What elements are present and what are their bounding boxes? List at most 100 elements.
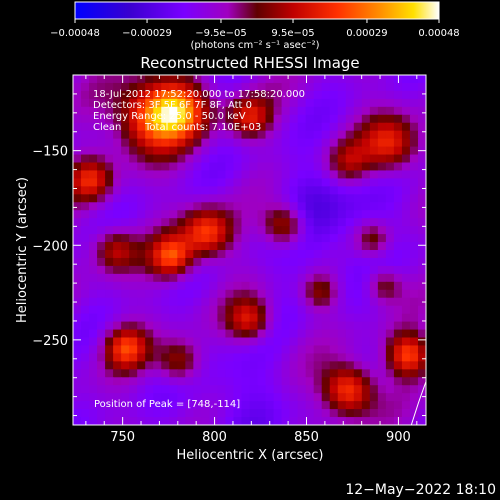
heatmap-cell [185,154,194,164]
heatmap-cell [153,409,162,418]
heatmap-cell [385,170,395,179]
heatmap-cell [393,114,403,124]
heatmap-cell [137,401,146,410]
heatmap-cell [265,130,275,140]
heatmap-cell [281,409,291,418]
heatmap-cell [153,162,162,172]
heatmap-cell [289,218,299,227]
heatmap-cell [201,401,210,410]
heatmap-cell [393,194,403,203]
heatmap-cell [217,210,227,219]
heatmap-cell [161,122,170,132]
heatmap-cell [369,265,379,275]
heatmap-cell [145,106,154,116]
heatmap-cell [193,75,202,84]
heatmap-cell [81,329,90,339]
heatmap-cell [185,90,194,100]
heatmap-cell [185,401,194,410]
heatmap-cell [145,417,154,425]
heatmap-cell [193,273,202,283]
heatmap-cell [209,273,219,283]
heatmap-cell [265,313,275,323]
heatmap-cell [273,393,283,402]
heatmap-cell [385,281,395,291]
heatmap-cell [81,114,90,124]
heatmap-cell [89,122,98,132]
heatmap-cell [265,234,275,243]
heatmap-cell [265,393,275,402]
heatmap-cell [249,194,259,203]
heatmap-cell [377,265,387,275]
heatmap-cell [73,242,82,251]
heatmap-cell [121,289,130,299]
heatmap-cell [369,146,379,156]
heatmap-cell [305,186,315,195]
heatmap-cell [337,417,347,425]
heatmap-cell [297,257,307,267]
heatmap-cell [353,178,363,187]
heatmap-cell [393,98,403,108]
heatmap-cell [313,377,323,386]
heatmap-cell [393,162,403,172]
heatmap-cell [73,194,82,203]
heatmap-cell [337,353,347,362]
heatmap-cell [145,170,154,179]
heatmap-cell [121,353,130,362]
heatmap-cell [241,194,251,203]
heatmap-cell [329,281,339,291]
heatmap-cell [233,289,243,299]
heatmap-cell [281,210,291,219]
heatmap-cell [257,297,267,307]
heatmap-cell [121,90,130,100]
heatmap-cell [121,122,130,132]
heatmap-cell [281,369,291,378]
heatmap-cell [281,273,291,283]
heatmap-cell [353,202,363,211]
heatmap-cell [105,305,114,315]
heatmap-cell [257,234,267,243]
heatmap-cell [297,98,307,108]
heatmap-cell [393,401,403,410]
heatmap-cell [289,305,299,315]
heatmap-cell [321,90,331,100]
heatmap-cell [257,242,267,251]
heatmap-cell [417,242,426,251]
heatmap-cell [249,329,259,339]
heatmap-cell [73,98,82,108]
heatmap-cell [177,289,186,299]
heatmap-cell [185,273,194,283]
heatmap-cell [97,210,106,219]
heatmap-cell [385,106,395,116]
heatmap-cell [169,329,178,339]
heatmap-cell [337,186,347,195]
heatmap-cell [337,313,347,323]
heatmap-cell [225,401,235,410]
heatmap-cell [273,226,283,235]
heatmap-cell [401,345,411,354]
heatmap-cell [249,313,259,323]
heatmap-cell [193,250,202,259]
heatmap-cell [145,178,154,187]
heatmap-cell [321,393,331,402]
heatmap-cell [289,234,299,243]
heatmap-cell [369,321,379,331]
heatmap-cell [353,409,363,418]
heatmap-cell [97,178,106,187]
heatmap-cell [209,313,219,323]
heatmap-cell [73,305,82,315]
heatmap-cell [273,321,283,331]
heatmap-cell [353,385,363,394]
heatmap-cell [377,170,387,179]
heatmap-cell [305,242,315,251]
heatmap-cell [369,138,379,148]
heatmap-cell [385,401,395,410]
heatmap-cell [153,202,162,211]
heatmap-cell [353,194,363,203]
heatmap-cell [145,273,154,283]
heatmap-cell [97,369,106,378]
heatmap-cell [145,75,154,84]
heatmap-cell [329,242,339,251]
heatmap-cell [105,281,114,291]
heatmap-cell [241,98,251,108]
heatmap-cell [161,345,170,354]
